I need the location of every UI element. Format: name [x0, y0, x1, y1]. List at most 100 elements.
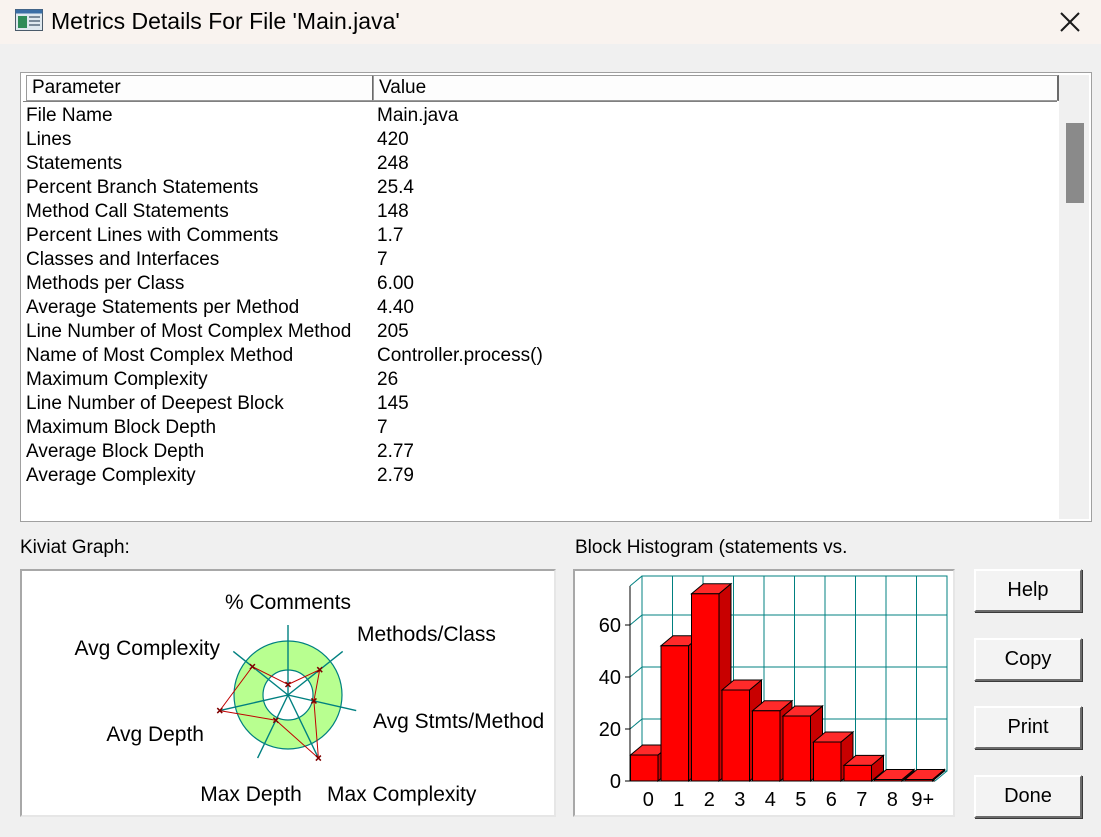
y-tick-label: 0	[610, 771, 621, 793]
value-cell: Controller.process()	[377, 345, 543, 366]
y-tick-label: 60	[599, 615, 621, 637]
histogram-bar	[873, 768, 916, 783]
table-row[interactable]: Statements 248	[26, 152, 1056, 176]
x-tick-label: 7	[856, 789, 867, 811]
app-window-icon	[15, 9, 43, 31]
kiviat-point	[272, 717, 279, 724]
kiviat-point	[284, 681, 292, 688]
histogram-gridline	[629, 614, 643, 626]
parameter-cell: Lines	[26, 129, 72, 150]
value-cell: 205	[377, 321, 409, 342]
kiviat-axis	[232, 650, 289, 696]
kiviat-point	[316, 666, 323, 673]
x-tick-label: 6	[826, 789, 837, 811]
parameter-cell: Classes and Interfaces	[26, 249, 220, 270]
kiviat-panel: % Comments Methods/Class Avg Stmts/Method M…	[20, 569, 556, 817]
kiviat-point	[315, 755, 322, 762]
kiviat-axis	[287, 694, 357, 712]
y-tick-label: 20	[599, 719, 621, 741]
copy-button[interactable]: Copy	[974, 638, 1082, 681]
table-row[interactable]: Maximum Complexity 26	[26, 368, 1056, 392]
kiviat-axis	[287, 650, 344, 696]
x-tick-label: 2	[704, 789, 715, 811]
value-cell: 1.7	[377, 225, 404, 246]
value-cell: 7	[377, 249, 388, 270]
table-row[interactable]: Percent Branch Statements 25.4	[26, 176, 1056, 200]
kiviat-label: Kiviat Graph:	[20, 537, 130, 558]
histogram-gridline	[629, 718, 643, 730]
table-header: Parameter Value	[23, 75, 1059, 102]
table-row[interactable]: Average Complexity 2.79	[26, 464, 1056, 488]
column-header-parameter[interactable]: Parameter	[26, 75, 374, 101]
x-tick-label: 0	[643, 789, 654, 811]
parameter-cell: Line Number of Most Complex Method	[26, 321, 352, 342]
kiviat-axis-label: % Comments	[225, 591, 351, 614]
kiviat-axis	[219, 694, 289, 712]
print-button[interactable]: Print	[974, 706, 1082, 749]
table-row[interactable]: Line Number of Deepest Block 145	[26, 392, 1056, 416]
parameter-cell: Average Statements per Method	[26, 297, 300, 318]
parameter-cell: Average Block Depth	[26, 441, 205, 462]
table-row[interactable]: Classes and Interfaces 7	[26, 248, 1056, 272]
close-button[interactable]	[1046, 0, 1094, 44]
parameter-cell: Percent Lines with Comments	[26, 225, 279, 246]
metrics-table[interactable]: Parameter Value File Name Main.java Lines 4…	[20, 72, 1092, 522]
value-cell: 26	[377, 369, 399, 390]
value-cell: 25.4	[377, 177, 414, 198]
value-cell: 2.79	[377, 465, 414, 486]
parameter-cell: File Name	[26, 105, 113, 126]
kiviat-axis-label: Avg Depth	[106, 723, 204, 746]
parameter-cell: Line Number of Deepest Block	[26, 393, 284, 414]
window-title: Metrics Details For File 'Main.java'	[51, 8, 400, 34]
value-cell: 248	[377, 153, 409, 174]
kiviat-axis	[256, 694, 289, 759]
parameter-cell: Percent Branch Statements	[26, 177, 259, 198]
scrollbar-thumb[interactable]	[1066, 123, 1084, 203]
kiviat-point	[310, 697, 317, 704]
parameter-cell: Method Call Statements	[26, 201, 229, 222]
value-cell: 4.40	[377, 297, 414, 318]
value-cell: 2.77	[377, 441, 414, 462]
kiviat-point	[249, 663, 256, 670]
table-row[interactable]: Percent Lines with Comments 1.7	[26, 224, 1056, 248]
help-button[interactable]: Help	[974, 569, 1082, 612]
title-bar: Metrics Details For File 'Main.java'	[0, 0, 1101, 44]
table-row[interactable]: Line Number of Most Complex Method 205	[26, 320, 1056, 344]
histogram-gridline	[934, 770, 948, 782]
kiviat-axis	[287, 694, 320, 759]
table-row[interactable]: Methods per Class 6.00	[26, 272, 1056, 296]
histogram-bar	[903, 768, 946, 783]
table-row[interactable]: Average Statements per Method 4.40	[26, 296, 1056, 320]
kiviat-axis-label: Max Depth	[200, 783, 302, 806]
parameter-cell: Statements	[26, 153, 123, 174]
table-rows: File Name Main.java Lines 420 Statements 248 P…	[26, 104, 1056, 488]
table-row[interactable]: Lines 420	[26, 128, 1056, 152]
kiviat-axis-label: Avg Stmts/Method	[373, 710, 544, 733]
histogram-gridline	[629, 666, 643, 678]
column-header-value[interactable]: Value	[373, 75, 1059, 101]
value-cell: Main.java	[377, 105, 459, 126]
x-tick-label: 1	[673, 789, 684, 811]
value-cell: 6.00	[377, 273, 414, 294]
x-tick-label: 8	[887, 789, 898, 811]
x-tick-label: 9+	[911, 789, 934, 811]
table-row[interactable]: Method Call Statements 148	[26, 200, 1056, 224]
value-cell: 7	[377, 417, 388, 438]
done-button[interactable]: Done	[974, 775, 1082, 818]
table-row[interactable]: Name of Most Complex Method Controller.pr…	[26, 344, 1056, 368]
vertical-scrollbar[interactable]	[1059, 75, 1089, 519]
table-row[interactable]: Maximum Block Depth 7	[26, 416, 1056, 440]
table-row[interactable]: Average Block Depth 2.77	[26, 440, 1056, 464]
value-cell: 145	[377, 393, 409, 414]
parameter-cell: Maximum Complexity	[26, 369, 208, 390]
table-row[interactable]: File Name Main.java	[26, 104, 1056, 128]
parameter-cell: Methods per Class	[26, 273, 185, 294]
histogram-gridline	[629, 575, 643, 587]
x-tick-label: 4	[765, 789, 776, 811]
x-tick-label: 3	[734, 789, 745, 811]
histogram-panel: 0 20 40 60 0 1 2 3 4 5 6 7 8 9+	[573, 569, 955, 817]
kiviat-axis-label: Max Complexity	[327, 783, 477, 806]
value-cell: 148	[377, 201, 409, 222]
parameter-cell: Average Complexity	[26, 465, 196, 486]
